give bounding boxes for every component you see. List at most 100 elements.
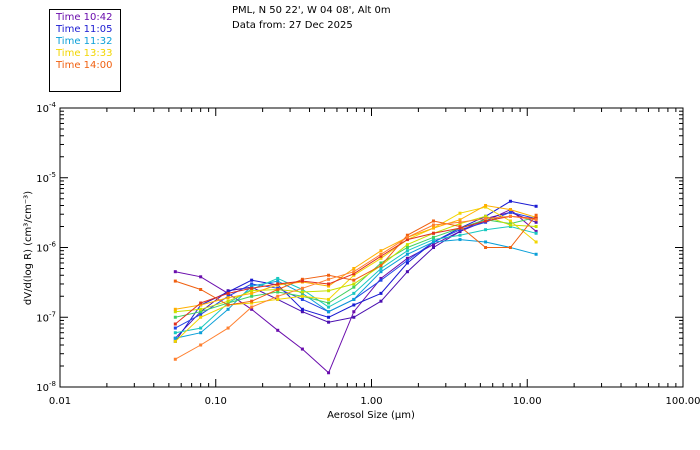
data-point	[379, 256, 383, 260]
data-point	[458, 211, 462, 215]
data-point	[173, 270, 177, 274]
data-point	[458, 220, 462, 224]
date-label: Data from: 27 Dec 2025	[232, 20, 353, 31]
data-point	[300, 286, 304, 290]
data-point	[173, 336, 177, 340]
data-point	[405, 235, 409, 239]
data-point	[484, 205, 488, 209]
data-point	[352, 272, 356, 276]
data-point	[300, 310, 304, 314]
data-point	[508, 214, 512, 218]
data-point	[327, 297, 331, 301]
legend-entry: Time 11:05	[56, 24, 113, 35]
legend-entry: Time 13:33	[56, 48, 113, 59]
data-point	[508, 208, 512, 212]
x-tick-label: 10.00	[513, 396, 542, 407]
data-point	[250, 291, 254, 295]
series-group	[173, 199, 538, 375]
data-point	[534, 213, 538, 217]
data-point	[250, 305, 254, 309]
data-point	[458, 229, 462, 233]
data-point	[379, 270, 383, 274]
data-point	[352, 303, 356, 307]
data-point	[352, 291, 356, 295]
data-point	[276, 276, 280, 280]
data-point	[352, 278, 356, 282]
data-point	[405, 252, 409, 256]
data-point	[300, 290, 304, 294]
data-point	[379, 266, 383, 270]
data-point	[199, 343, 203, 347]
data-point	[226, 303, 230, 307]
data-point	[405, 261, 409, 265]
data-point	[226, 307, 230, 311]
data-point	[458, 225, 462, 229]
data-point	[199, 287, 203, 291]
data-point	[250, 278, 254, 282]
data-point	[405, 256, 409, 260]
x-tick-label: 1.00	[360, 396, 382, 407]
data-point	[484, 240, 488, 244]
data-point	[484, 228, 488, 232]
data-point	[276, 328, 280, 332]
data-point	[226, 301, 230, 305]
data-point	[300, 294, 304, 298]
data-point	[405, 246, 409, 249]
data-point	[226, 296, 230, 300]
data-point	[199, 307, 203, 311]
data-point	[276, 287, 280, 291]
data-point	[250, 294, 254, 298]
data-point	[431, 223, 435, 227]
data-point	[327, 301, 331, 305]
data-point	[534, 229, 538, 233]
data-point	[199, 315, 203, 319]
data-point	[379, 299, 383, 303]
data-point	[226, 326, 230, 330]
data-point	[352, 266, 356, 270]
y-axis-label: dV/d(log R) (cm³/cm⁻³)	[23, 191, 34, 305]
data-point	[199, 275, 203, 279]
data-point	[173, 310, 177, 314]
data-point	[327, 310, 331, 314]
legend-entry: Time 14:00	[56, 60, 113, 71]
data-point	[327, 277, 331, 281]
data-point	[327, 289, 331, 293]
data-point	[173, 331, 177, 335]
data-point	[534, 231, 538, 235]
data-point	[173, 339, 177, 343]
data-point	[173, 307, 177, 311]
data-point	[352, 270, 356, 274]
data-point	[484, 217, 488, 221]
data-point	[276, 279, 280, 283]
data-point	[431, 226, 435, 230]
x-axis-label: Aerosol Size (µm)	[327, 410, 415, 421]
data-point	[508, 210, 512, 214]
data-point	[379, 254, 383, 258]
data-point	[226, 299, 230, 303]
data-point	[276, 290, 280, 294]
data-point	[431, 243, 435, 247]
data-point	[508, 219, 512, 223]
legend-entry: Time 11:32	[56, 36, 113, 47]
data-point	[534, 240, 538, 244]
data-point	[300, 347, 304, 351]
series-line	[174, 206, 537, 342]
x-tick-label: 0.10	[205, 396, 227, 407]
legend: Time 10:42 Time 11:05 Time 11:32 Time 13…	[49, 9, 121, 92]
data-point	[431, 240, 435, 244]
data-point	[327, 315, 331, 319]
data-point	[508, 223, 512, 227]
data-point	[458, 218, 462, 222]
data-point	[405, 243, 409, 247]
data-point	[379, 261, 383, 265]
data-point	[405, 233, 409, 237]
data-point	[534, 218, 538, 222]
data-point	[250, 284, 254, 288]
data-point	[352, 285, 356, 289]
y-tick-label: 10-5	[36, 171, 56, 185]
data-point	[534, 204, 538, 208]
data-point	[199, 303, 203, 307]
data-point	[484, 214, 488, 218]
data-point	[508, 246, 512, 249]
